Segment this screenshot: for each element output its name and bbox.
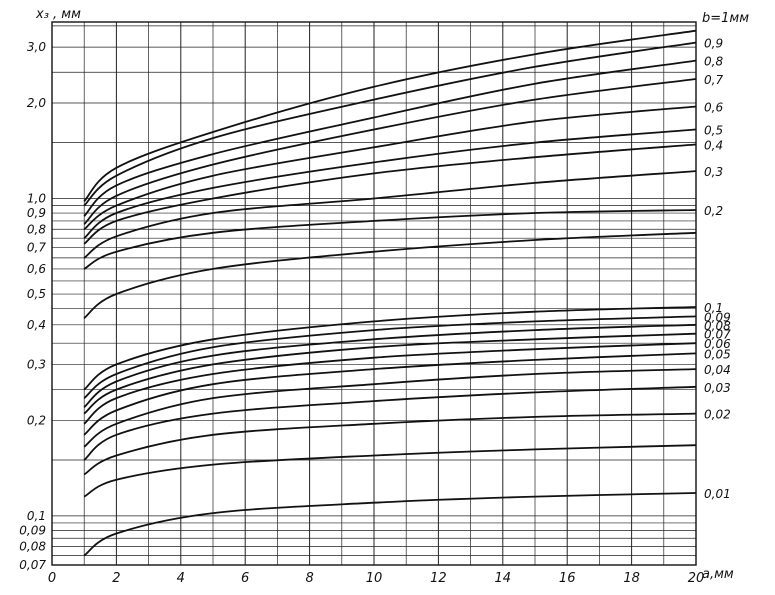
y-axis-label: x₃ , мм xyxy=(35,7,81,22)
x-tick-label: 2 xyxy=(112,571,120,586)
y-tick-label: 3,0 xyxy=(27,40,46,54)
series-label: 0,03 xyxy=(704,381,731,395)
series-label: 0,09 xyxy=(704,310,731,324)
series-line-7 xyxy=(83,170,697,259)
series-label: 0,3 xyxy=(704,165,723,179)
y-tick-label: 0,8 xyxy=(27,222,46,236)
y-tick-label: 0,6 xyxy=(27,262,46,276)
x-tick-label: 14 xyxy=(495,571,512,586)
series-label: 0,06 xyxy=(704,337,731,351)
x-axis-label: a,мм xyxy=(702,567,734,582)
series-label: 0,02 xyxy=(704,408,731,422)
y-tick-label: 0,4 xyxy=(27,318,46,332)
tick-labels: 0 2 4 6 8 10 12 14 16 18 20 0,07 0,08 0,090,1 0,2 0,3 0,… xyxy=(19,40,704,586)
x-tick-label: 16 xyxy=(559,571,576,586)
y-tick-label: 0,09 xyxy=(19,523,46,537)
plot-frame xyxy=(51,21,697,566)
series-label: 0,2 xyxy=(704,204,723,218)
x-tick-label: 0 xyxy=(48,571,56,586)
series-line-15 xyxy=(83,352,697,436)
axes xyxy=(51,21,697,566)
series-line-20 xyxy=(83,492,697,557)
series-labels: 0,90,80,70,60,50,40,30,20,10,090,080,070… xyxy=(704,37,731,501)
series-line-10 xyxy=(83,306,697,391)
x-tick-label: 12 xyxy=(430,571,447,586)
series-line-17 xyxy=(83,385,697,461)
series-line-8 xyxy=(83,209,697,270)
series-label: 0,5 xyxy=(704,124,723,138)
y-tick-label: 1,0 xyxy=(27,192,46,206)
series-label: 0,6 xyxy=(704,100,723,114)
series-line-16 xyxy=(83,368,697,448)
series-line-2 xyxy=(83,59,697,217)
series-label: 0,05 xyxy=(704,347,731,361)
curves xyxy=(83,29,697,557)
y-tick-label: 0,5 xyxy=(27,287,46,301)
series-label: 0,8 xyxy=(704,55,723,69)
series-line-19 xyxy=(83,444,697,498)
y-tick-label: 0,2 xyxy=(27,413,46,427)
series-line-3 xyxy=(83,78,697,225)
series-line-13 xyxy=(83,332,697,415)
grid xyxy=(51,22,697,566)
series-label: 0,07 xyxy=(704,328,731,342)
series-label: 0,7 xyxy=(704,73,723,87)
y-tick-label: 2,0 xyxy=(27,96,46,110)
series-label: 0,04 xyxy=(704,363,731,377)
series-label: 0,1 xyxy=(704,301,723,315)
y-tick-label: 0,1 xyxy=(27,509,46,523)
series-label: 0,9 xyxy=(704,37,723,51)
series-line-1 xyxy=(83,41,697,207)
y-tick-label: 0,9 xyxy=(27,206,46,220)
series-label: 0,08 xyxy=(704,319,731,333)
series-label: 0,4 xyxy=(704,138,723,152)
series-line-9 xyxy=(83,231,697,319)
x-tick-label: 18 xyxy=(623,571,640,586)
x-tick-label: 6 xyxy=(241,571,249,586)
x-tick-label: 20 xyxy=(688,571,705,586)
series-line-0 xyxy=(83,29,697,202)
x-tick-label: 4 xyxy=(177,571,185,586)
series-line-14 xyxy=(83,342,697,425)
y-tick-label: 0,08 xyxy=(19,540,46,554)
x-tick-label: 10 xyxy=(366,571,383,586)
series-line-6 xyxy=(83,143,697,245)
series-line-12 xyxy=(83,323,697,408)
series-line-5 xyxy=(83,128,697,239)
y-tick-label: 0,07 xyxy=(19,558,46,572)
series-line-18 xyxy=(83,412,697,476)
series-title: b=1мм xyxy=(702,11,749,26)
y-tick-label: 0,3 xyxy=(27,357,46,371)
series-line-11 xyxy=(83,315,697,399)
series-line-4 xyxy=(83,105,697,231)
x-tick-label: 8 xyxy=(305,571,313,586)
y-tick-label: 0,7 xyxy=(27,241,46,255)
series-label: 0,01 xyxy=(704,487,731,501)
